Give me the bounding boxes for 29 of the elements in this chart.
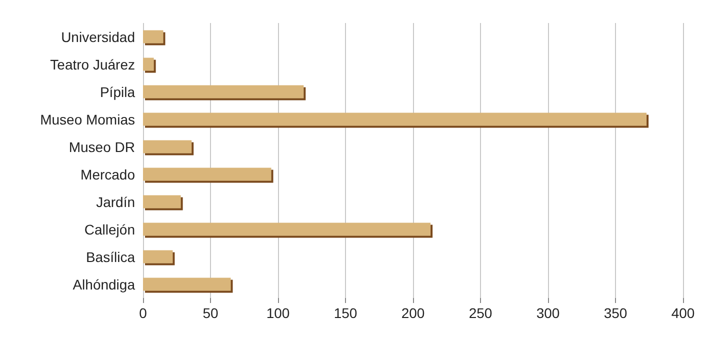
bar <box>143 222 431 236</box>
y-tick-label: Alhóndiga <box>72 276 136 292</box>
bar <box>143 250 173 264</box>
bar <box>143 58 154 71</box>
bar <box>143 85 304 98</box>
x-tick-label: 250 <box>468 305 492 321</box>
y-tick-label: Mercado <box>80 166 136 182</box>
bar <box>143 278 231 291</box>
x-tick-label: 400 <box>671 305 695 321</box>
y-tick-label: Pípila <box>100 84 136 100</box>
bar <box>143 168 272 181</box>
y-tick-label: Teatro Juárez <box>50 56 135 72</box>
y-tick-label: Callejón <box>84 221 135 238</box>
y-tick-label: Museo Momias <box>40 111 135 128</box>
x-tick-label: 50 <box>202 305 218 321</box>
bar <box>143 140 192 154</box>
y-tick-label: Universidad <box>61 28 135 45</box>
y-tick-label: Museo DR <box>68 138 135 155</box>
x-tick-label: 350 <box>604 305 628 321</box>
x-tick-label: 0 <box>139 305 148 321</box>
bar <box>143 112 647 126</box>
bar <box>143 195 181 208</box>
x-tick-label: 300 <box>536 305 560 321</box>
x-tick-label: 200 <box>401 305 425 321</box>
y-tick-label: Jardín <box>96 194 135 210</box>
bar <box>143 30 164 44</box>
x-tick-label: 100 <box>266 305 290 321</box>
x-tick-label: 150 <box>334 305 358 321</box>
y-tick-label: Basílica <box>86 248 136 265</box>
